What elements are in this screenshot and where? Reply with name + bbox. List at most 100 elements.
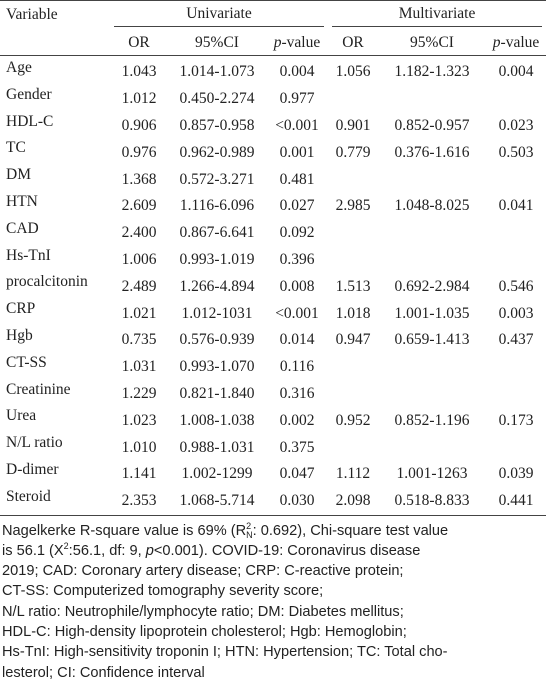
value-cell: 0.572-3.271 bbox=[179, 170, 255, 188]
value-cell bbox=[328, 354, 378, 381]
value-cell: 0.952 bbox=[335, 411, 371, 429]
value-cell: 1.229 bbox=[121, 384, 157, 402]
value-cell bbox=[378, 247, 486, 274]
value-cell bbox=[378, 220, 486, 247]
subheader-cell: OR bbox=[328, 30, 378, 56]
footnote-text: <0.001). COVID-19: Coronavirus disease bbox=[153, 542, 421, 559]
header-univariate: Univariate bbox=[114, 5, 325, 27]
value-cell: 0.867-6.641 bbox=[179, 224, 255, 242]
value-cell: 0.481 bbox=[279, 170, 315, 188]
value-cell: 1.513 bbox=[335, 277, 371, 295]
value-cell: 1.018 bbox=[335, 304, 371, 322]
value-cell: 0.030 bbox=[266, 487, 329, 516]
value-cell: 0.173 bbox=[498, 411, 534, 429]
value-cell: 1.006 bbox=[121, 250, 157, 268]
variable-cell: CT-SS bbox=[6, 353, 47, 371]
variable-cell: procalcitonin bbox=[6, 273, 88, 291]
subheader-cell: OR bbox=[110, 30, 168, 56]
table-row: CT-SS 1.031 0.993-1.070 0.116 bbox=[0, 354, 546, 381]
table-row: Gender 1.012 0.450-2.274 0.977 bbox=[0, 86, 546, 113]
value-cell: 0.027 bbox=[279, 197, 315, 215]
variable-cell: Hs-TnI bbox=[6, 246, 51, 264]
value-cell: 1.023 bbox=[121, 411, 157, 429]
value-cell: 1.001-1263 bbox=[396, 465, 468, 483]
value-cell bbox=[328, 166, 378, 193]
table-row: Creatinine 1.229 0.821-1.840 0.316 bbox=[0, 381, 546, 408]
table-row: Hs-TnI 1.006 0.993-1.019 0.396 bbox=[0, 247, 546, 274]
value-cell: 0.962-0.989 bbox=[179, 143, 255, 161]
value-cell: 1.014-1.073 bbox=[179, 63, 255, 81]
subheader-italic: p bbox=[273, 33, 282, 51]
value-cell bbox=[378, 166, 486, 193]
footnote: Nagelkerke R-square value is 69% (R 2 N: 0… bbox=[0, 516, 546, 683]
subheader-text: OR bbox=[342, 33, 364, 51]
value-cell: 0.002 bbox=[279, 411, 315, 429]
value-cell bbox=[486, 247, 546, 274]
footnote-text: :56.1, df: 9, bbox=[68, 542, 146, 559]
value-cell: 2.489 bbox=[121, 277, 157, 295]
footnote-line: Nagelkerke R-square value is 69% (R 2 N: 0… bbox=[2, 521, 546, 541]
value-cell: <0.001 bbox=[275, 116, 319, 134]
value-cell: 0.023 bbox=[498, 116, 534, 134]
footnote-text: HDL-C: High-density lipoprotein choleste… bbox=[2, 624, 407, 641]
value-cell: 0.014 bbox=[279, 331, 315, 349]
variable-cell: DM bbox=[6, 166, 31, 184]
value-cell bbox=[486, 166, 546, 193]
value-cell: 0.852-1.196 bbox=[394, 411, 470, 429]
footnote-text: Hs-TnI: High-sensitivity troponin I; HTN… bbox=[2, 644, 448, 661]
value-cell bbox=[486, 220, 546, 247]
table-row: Age 1.043 1.014-1.073 0.004 1.056 1.182-1.323… bbox=[0, 56, 546, 86]
value-cell bbox=[486, 86, 546, 113]
value-cell: 0.316 bbox=[279, 384, 315, 402]
variable-cell: Creatinine bbox=[6, 380, 71, 398]
footnote-line: HDL-C: High-density lipoprotein choleste… bbox=[2, 622, 546, 642]
value-cell: 0.437 bbox=[498, 331, 534, 349]
footnote-line: CT-SS: Computerized tomography severity … bbox=[2, 581, 546, 601]
superscript: 2 bbox=[63, 540, 69, 551]
value-cell: 2.400 bbox=[121, 224, 157, 242]
footnote-line: lesterol; CI: Confidence interval bbox=[2, 663, 546, 683]
table-row: Urea 1.023 1.008-1.038 0.002 0.952 0.852-1.19… bbox=[0, 407, 546, 434]
value-cell: 0.901 bbox=[335, 116, 371, 134]
value-cell: 2.353 bbox=[110, 487, 168, 516]
value-cell: 0.852-0.957 bbox=[394, 116, 470, 134]
table-row: N/L ratio 1.010 0.988-1.031 0.375 bbox=[0, 434, 546, 461]
table-row: Steroid 2.353 1.068-5.714 0.030 2.098 0.518-8… bbox=[0, 487, 546, 516]
table-row: HTN 2.609 1.116-6.096 0.027 2.985 1.048-8.025… bbox=[0, 193, 546, 220]
variable-cell: CRP bbox=[6, 300, 36, 318]
table-row: D-dimer 1.141 1.002-1299 0.047 1.112 1.001-12… bbox=[0, 461, 546, 488]
subheader-cell: p-value bbox=[486, 30, 546, 56]
table-row: HDL-C 0.906 0.857-0.958 <0.001 0.901 0.852-0.… bbox=[0, 113, 546, 140]
value-cell bbox=[378, 381, 486, 408]
footnote-line: Hs-TnI: High-sensitivity troponin I; HTN… bbox=[2, 642, 546, 662]
variable-cell: Hgb bbox=[6, 326, 33, 344]
value-cell: 0.518-8.833 bbox=[378, 487, 487, 516]
variable-cell: HTN bbox=[6, 192, 38, 210]
footnote-line: N/L ratio: Neutrophile/lymphocyte ratio;… bbox=[2, 602, 546, 622]
value-cell: 0.004 bbox=[279, 63, 315, 81]
value-cell bbox=[328, 86, 378, 113]
table-row: CRP 1.021 1.012-1031 <0.001 1.018 1.001-1.035… bbox=[0, 300, 546, 327]
value-cell: 0.976 bbox=[121, 143, 157, 161]
value-cell: 0.692-2.984 bbox=[394, 277, 470, 295]
value-cell bbox=[328, 434, 378, 461]
value-cell bbox=[486, 354, 546, 381]
value-cell: 1.010 bbox=[121, 438, 157, 456]
value-cell: 0.576-0.939 bbox=[179, 331, 255, 349]
table-row: Hgb 0.735 0.576-0.939 0.014 0.947 0.659-1.413… bbox=[0, 327, 546, 354]
value-cell: 0.977 bbox=[279, 90, 315, 108]
variable-cell: D-dimer bbox=[6, 460, 59, 478]
value-cell: 0.004 bbox=[498, 63, 534, 81]
variable-cell: HDL-C bbox=[6, 112, 54, 130]
value-cell: 1.008-1.038 bbox=[179, 411, 255, 429]
value-cell: 1.182-1.323 bbox=[394, 63, 470, 81]
value-cell: 0.821-1.840 bbox=[179, 384, 255, 402]
value-cell: 0.041 bbox=[498, 197, 534, 215]
value-cell: 1.266-4.894 bbox=[179, 277, 255, 295]
footnote-text: CT-SS: Computerized tomography severity … bbox=[2, 583, 324, 600]
value-cell bbox=[328, 381, 378, 408]
header-variable: Variable bbox=[6, 6, 58, 23]
value-cell: 0.116 bbox=[279, 358, 315, 376]
subscript: N bbox=[246, 529, 253, 540]
